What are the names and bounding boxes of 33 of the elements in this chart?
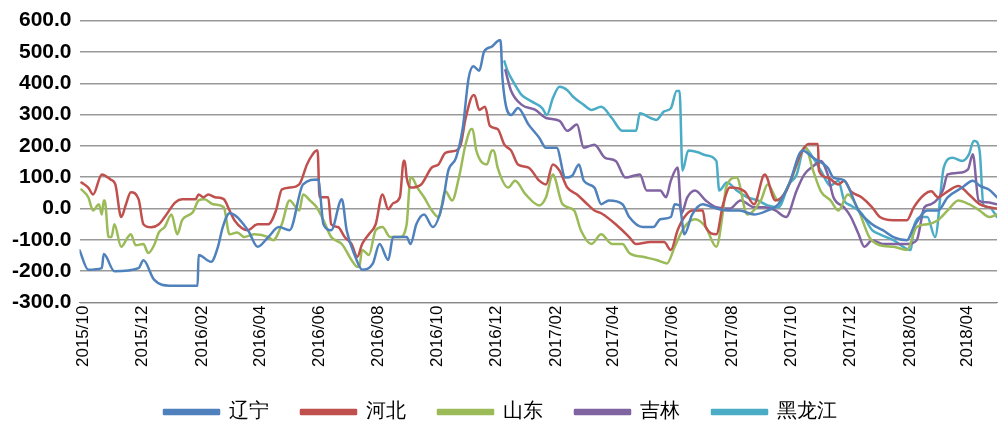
x-tick-label: 2017/10 (780, 305, 800, 367)
x-tick-label: 2015/12 (132, 305, 152, 367)
x-tick-label: 2017/04 (603, 305, 623, 367)
x-tick-label: 2016/10 (427, 305, 447, 367)
x-tick-label: 2017/02 (546, 305, 566, 367)
legend-label: 黑龙江 (777, 399, 837, 422)
legend-label: 河北 (366, 399, 406, 422)
x-tick-label: 2017/06 (662, 305, 682, 367)
y-tick-label: 0.0 (42, 195, 72, 219)
x-tick-label: 2018/04 (956, 305, 976, 367)
x-tick-label: 2018/02 (899, 305, 919, 367)
x-tick-label: 2016/08 (368, 305, 388, 367)
x-tick-label: 2016/12 (486, 305, 506, 367)
y-tick-label: 500.0 (18, 38, 72, 62)
y-tick-label: -300.0 (12, 289, 72, 313)
y-tick-label: 300.0 (18, 101, 72, 125)
line-series (80, 93, 997, 259)
line-series (79, 39, 997, 287)
y-tick-label: 100.0 (18, 164, 72, 188)
x-tick-label: 2015/10 (73, 305, 93, 367)
legend-label: 吉林 (640, 399, 680, 422)
x-tick-label: 2016/02 (192, 305, 212, 367)
legend-label: 山东 (503, 399, 543, 422)
y-tick-label: 400.0 (18, 70, 72, 94)
x-tick-label: 2016/06 (309, 305, 329, 367)
x-tick-label: 2016/04 (250, 305, 270, 367)
y-tick-label: 600.0 (18, 7, 72, 31)
y-tick-label: -200.0 (12, 258, 72, 282)
y-tick-label: -100.0 (12, 226, 72, 250)
y-tick-label: 200.0 (18, 132, 72, 156)
x-tick-label: 2017/12 (839, 305, 859, 367)
legend-label: 辽宁 (229, 399, 269, 422)
x-tick-label: 2017/08 (721, 305, 741, 367)
